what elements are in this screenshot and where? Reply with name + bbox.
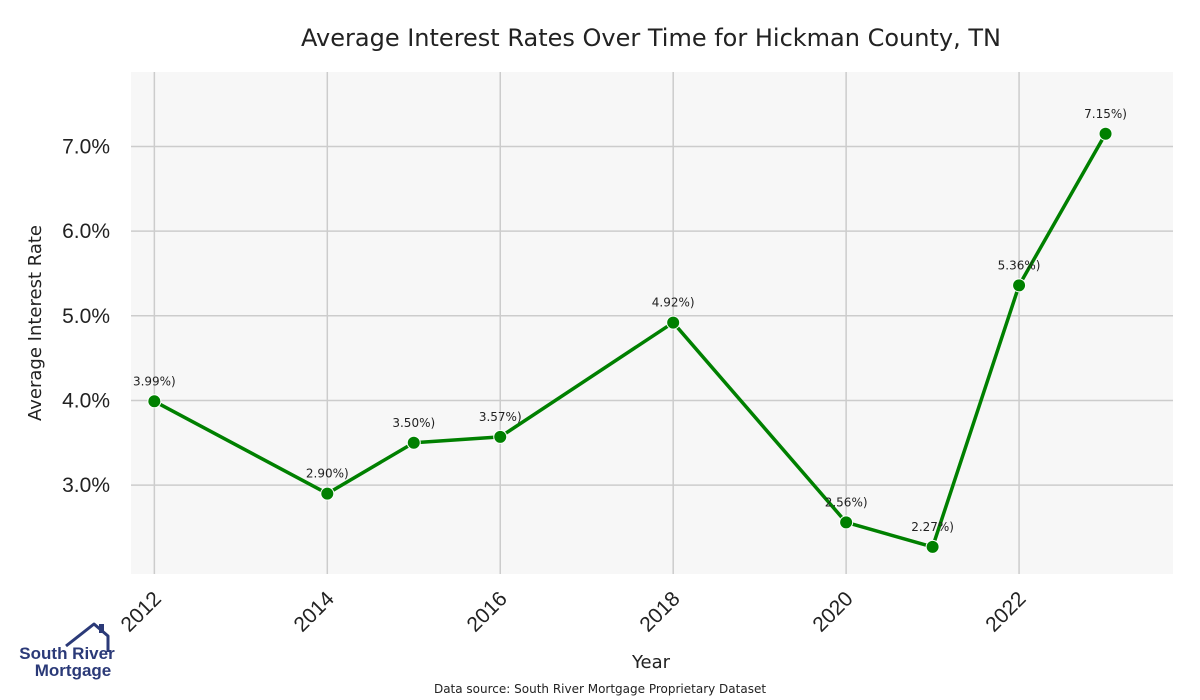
y-axis-ticks: 3.0% 4.0% 5.0% 6.0% 7.0% [62,135,110,497]
x-axis-ticks: 2012 2014 2016 2018 2020 2022 [117,587,1031,637]
y-tick-label: 6.0% [62,220,110,243]
x-tick-label: 2012 [117,587,166,636]
chart-title: Average Interest Rates Over Time for Hic… [301,24,1001,52]
data-point [925,539,940,554]
x-tick-label: 2022 [981,587,1030,636]
y-tick-label: 4.0% [62,389,110,412]
company-logo: South River Mortgage [19,622,115,680]
chimney-icon [99,624,104,633]
data-point [320,486,335,501]
x-axis-label: Year [631,652,671,673]
data-label: 4.92%) [652,296,695,310]
data-point [839,515,854,530]
logo-line-2: Mortgage [35,661,112,680]
plot-area [131,72,1173,574]
data-labels: 3.99%) 2.90%) 3.50%) 3.57%) 4.92%) 2.56%) 2.27… [133,107,1127,534]
data-label: 2.27%) [911,520,954,534]
data-label: 5.36%) [998,258,1041,272]
y-tick-label: 3.0% [62,474,110,497]
data-label: 2.56%) [825,495,868,509]
data-point [493,429,508,444]
data-point [666,315,681,330]
data-source-note: Data source: South River Mortgage Propri… [434,682,766,696]
x-tick-label: 2014 [290,587,340,637]
y-tick-label: 5.0% [62,305,110,328]
data-point [1098,126,1113,141]
x-tick-label: 2016 [462,587,511,636]
y-axis-label: Average Interest Rate [25,225,46,421]
data-label: 3.99%) [133,374,176,388]
data-points [147,126,1113,554]
y-tick-label: 7.0% [62,135,110,158]
data-point [1012,278,1027,293]
grid [131,72,1173,574]
data-label: 2.90%) [306,467,349,481]
data-label: 3.50%) [392,416,435,430]
data-label: 3.57%) [479,410,522,424]
data-point [147,394,162,409]
x-tick-label: 2020 [808,587,857,636]
logo-line-1: South River [19,644,115,663]
data-point [406,435,421,450]
x-tick-label: 2018 [635,587,684,636]
data-label: 7.15%) [1084,107,1127,121]
